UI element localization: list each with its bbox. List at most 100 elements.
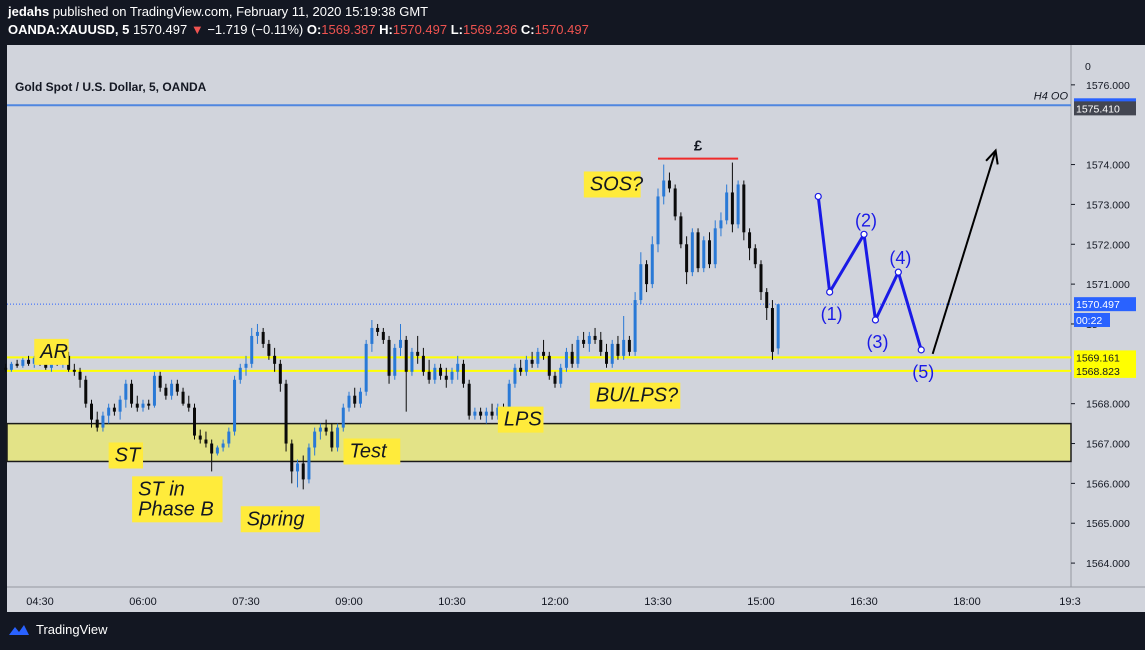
candle-body — [742, 184, 746, 233]
candle-body — [713, 228, 717, 265]
candle-body — [673, 188, 677, 217]
wyckoff-label-box — [240, 506, 320, 533]
candle-body — [27, 359, 31, 364]
candle-body — [318, 427, 322, 432]
candle-body — [404, 339, 408, 372]
candle-body — [118, 399, 122, 412]
candle-body — [164, 387, 168, 396]
candle-body — [107, 407, 111, 416]
candle-body — [439, 367, 443, 376]
candle-body — [690, 232, 694, 273]
pound-sign-label: £ — [694, 138, 703, 155]
x-tick-label: 19:3 — [1059, 596, 1080, 608]
projection-arrow-head — [985, 148, 999, 165]
wyckoff-label: ST in Phase B — [138, 478, 214, 520]
candle-body — [198, 435, 202, 440]
wave-point — [826, 288, 834, 296]
last-price: 1570.497 — [132, 22, 188, 37]
candle-body — [427, 371, 431, 380]
candle-body — [21, 359, 25, 366]
tradingview-footer[interactable]: TradingView — [8, 622, 108, 637]
x-tick-label: 10:30 — [438, 596, 466, 608]
candle-body — [370, 327, 374, 344]
candle-body — [650, 244, 654, 285]
wave-point — [917, 346, 925, 354]
x-tick-label: 18:00 — [953, 596, 981, 608]
candle-body — [170, 383, 174, 396]
candle-body — [336, 427, 340, 448]
wyckoff-label: Test — [349, 441, 388, 463]
candle-body — [347, 395, 351, 408]
candle-body — [610, 343, 614, 364]
price-badge-label: 1568.823 — [1076, 366, 1120, 378]
candle-body — [4, 367, 8, 370]
x-tick-label: 09:00 — [335, 596, 363, 608]
projection-arrow-line — [931, 150, 997, 355]
candle-body — [627, 339, 631, 352]
candle-body — [473, 411, 477, 416]
candle-body — [645, 264, 649, 285]
y-tick-label: 1574.000 — [1086, 160, 1130, 172]
candle-body — [444, 375, 448, 380]
candle-body — [708, 240, 711, 265]
candle-body — [193, 407, 196, 436]
wyckoff-label-box — [132, 476, 223, 523]
time-scale — [7, 587, 1145, 612]
high-label: H: — [379, 22, 393, 37]
candle-body — [72, 369, 76, 372]
candle-body — [112, 407, 116, 412]
wave-point — [871, 316, 880, 324]
candle-body — [78, 371, 82, 380]
author-name[interactable]: jedahs — [8, 4, 50, 19]
x-tick-label: 16:30 — [850, 596, 878, 608]
wave-point — [894, 268, 902, 276]
candle-body — [181, 391, 185, 404]
candle-body — [147, 403, 151, 406]
h4-open-label: H4 OO — [1034, 90, 1069, 102]
candle-body — [187, 403, 191, 408]
candle-body — [730, 192, 734, 225]
wave-label: (5) — [912, 362, 934, 382]
candle-body — [639, 264, 643, 301]
x-tick-label: 13:30 — [644, 596, 672, 608]
candle-body — [233, 379, 237, 432]
x-tick-label: 15:00 — [747, 596, 775, 608]
candle-body — [553, 375, 557, 384]
tradingview-logo-icon — [9, 624, 29, 635]
wave-label: (2) — [855, 210, 877, 230]
candle-body — [490, 411, 494, 416]
x-tick-label: 07:30 — [232, 596, 260, 608]
candle-body — [736, 184, 740, 225]
y-tick-label: 1568.000 — [1086, 399, 1130, 411]
close-label: C: — [520, 22, 535, 37]
candle-body — [141, 403, 145, 408]
price-badge-label: 1569.161 — [1076, 352, 1120, 364]
candle-body — [479, 411, 483, 416]
candle-body — [679, 216, 683, 245]
candle-body — [662, 180, 666, 197]
candle-body — [244, 363, 248, 368]
open-label: O: — [306, 22, 322, 37]
brand-name: TradingView — [36, 622, 108, 637]
candle-body — [341, 407, 345, 428]
wyckoff-label-box — [589, 382, 681, 409]
x-tick-label: 12:00 — [541, 596, 569, 608]
candle-body — [175, 383, 179, 392]
candle-body — [667, 180, 671, 189]
candle-body — [599, 339, 603, 352]
candle-body — [158, 375, 162, 388]
y-tick-label: 1565.000 — [1086, 518, 1130, 530]
candle-body — [542, 351, 546, 356]
y-tick-label: 1576.000 — [1086, 80, 1130, 92]
candle-body — [467, 383, 471, 416]
publish-line: jedahs published on TradingView.com, Feb… — [8, 4, 428, 19]
candle-body — [84, 379, 88, 404]
y-tick-label: 0 — [1085, 61, 1091, 73]
candle-body — [358, 391, 362, 404]
wave-label: (1) — [821, 304, 843, 324]
candle-body — [267, 343, 271, 356]
published-text: published on TradingView.com, February 1… — [52, 4, 429, 19]
candle-body — [227, 431, 231, 444]
candle-body — [221, 443, 225, 448]
